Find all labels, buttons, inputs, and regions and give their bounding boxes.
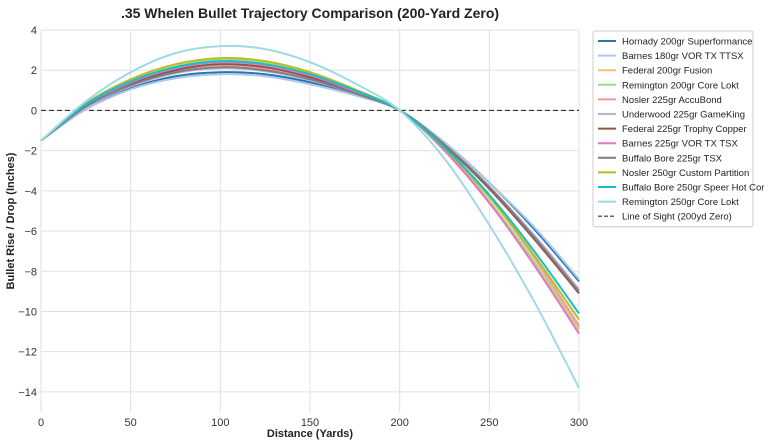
series-line-2	[40, 73, 580, 280]
series-line-12	[40, 44, 580, 389]
y-tick-label: −2	[24, 146, 37, 158]
x-tick-label: 300	[570, 417, 588, 429]
legend: Hornady 200gr Superformance Barnes 180gr …	[592, 30, 764, 228]
legend-label: Nosler 250gr Custom Partition	[622, 168, 749, 179]
x-tick-labels: 0 50 100 150 200 250 300	[38, 417, 588, 429]
legend-label: Buffalo Bore 250gr Speer Hot Cor	[622, 183, 764, 194]
legend-label: Nosler 225gr AccuBond	[622, 95, 722, 106]
legend-label: Hornady 200gr Superformance	[622, 37, 752, 48]
legend-label: Remington 200gr Core Lokt	[622, 80, 739, 91]
series-line-10	[40, 57, 580, 321]
y-tick-label: −14	[18, 387, 37, 399]
legend-label: Buffalo Bore 225gr TSX	[622, 153, 723, 164]
x-tick-label: 100	[211, 417, 229, 429]
series-line-11	[40, 60, 580, 315]
x-tick-label: 200	[390, 417, 408, 429]
legend-label: Barnes 225gr VOR TX TSX	[622, 139, 738, 150]
x-tick-label: 150	[301, 417, 319, 429]
y-tick-label: −10	[18, 306, 37, 318]
x-tick-label: 50	[125, 417, 137, 429]
legend-label: Remington 250gr Core Lokt	[622, 197, 739, 208]
legend-box	[592, 30, 754, 228]
series-line-9	[40, 66, 580, 293]
chart-title: .35 Whelen Bullet Trajectory Comparison …	[121, 5, 499, 21]
legend-label: Federal 200gr Fusion	[622, 66, 712, 77]
legend-label: Federal 225gr Trophy Copper	[622, 124, 747, 135]
x-axis-label: Distance (Yards)	[267, 428, 354, 440]
legend-label: Barnes 180gr VOR TX TTSX	[622, 51, 744, 62]
y-tick-label: −8	[24, 266, 37, 278]
legend-label: Line of Sight (200yd Zero)	[622, 212, 732, 223]
y-tick-label: −6	[24, 226, 37, 238]
x-tick-label: 250	[480, 417, 498, 429]
y-axis-label: Bullet Rise / Drop (Inches)	[5, 152, 17, 289]
y-tick-label: −12	[18, 347, 37, 359]
y-tick-label: 2	[31, 65, 37, 77]
y-tick-label: 4	[31, 25, 37, 37]
y-tick-labels: 4 2 0 −2 −4 −6 −8 −10 −12 −14	[18, 25, 37, 399]
x-tick-label: 0	[38, 417, 44, 429]
legend-label: Underwood 225gr GameKing	[622, 110, 745, 121]
y-tick-label: 0	[31, 105, 37, 117]
y-tick-label: −4	[24, 186, 37, 198]
series-lines	[40, 44, 580, 389]
